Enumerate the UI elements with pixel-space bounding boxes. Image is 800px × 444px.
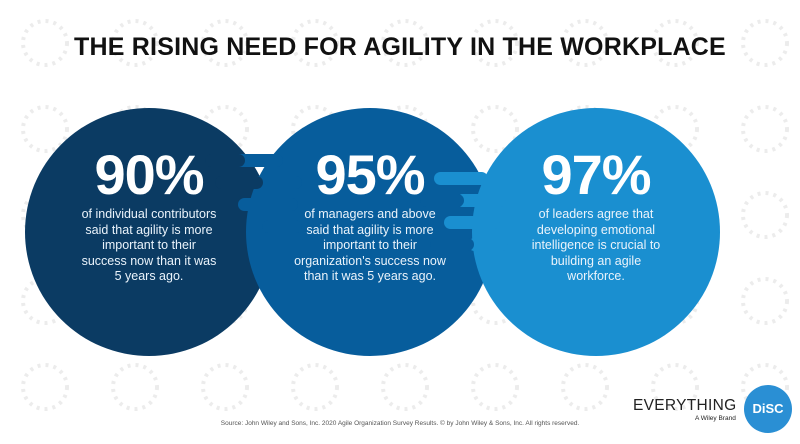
stat-description: of managers and above said that agility … — [294, 207, 446, 283]
stat-leaders: 97% of leaders agree that developing emo… — [496, 145, 696, 285]
stat-description: of leaders agree that developing emotion… — [531, 207, 661, 283]
page-title: THE RISING NEED FOR AGILITY IN THE WORKP… — [74, 33, 726, 61]
connector-dashes-right — [434, 172, 508, 251]
connector-dashes-left — [225, 154, 302, 233]
connector-dashes-left-dark — [205, 154, 263, 189]
connector-dashes-right-mid — [420, 194, 474, 251]
stat-percent: 97% — [541, 143, 651, 206]
logo-tagline: A Wiley Brand — [695, 415, 736, 422]
logo-badge: DiSC — [744, 385, 792, 433]
stat-percent: 95% — [315, 143, 425, 206]
source-citation: Source: John Wiley and Sons, Inc. 2020 A… — [220, 420, 580, 427]
everything-disc-logo: EVERYTHING A Wiley Brand DiSC — [633, 383, 798, 439]
stat-managers: 95% of managers and above said that agil… — [270, 145, 470, 285]
logo-wordmark: EVERYTHING — [633, 397, 737, 414]
circle-individual-contributors — [25, 108, 273, 356]
stat-individual-contributors: 90% of individual contributors said that… — [49, 145, 249, 285]
circle-leaders — [472, 108, 720, 356]
circle-managers — [246, 108, 494, 356]
stat-percent: 90% — [94, 143, 204, 206]
stat-description: of individual contributors said that agi… — [81, 207, 217, 283]
